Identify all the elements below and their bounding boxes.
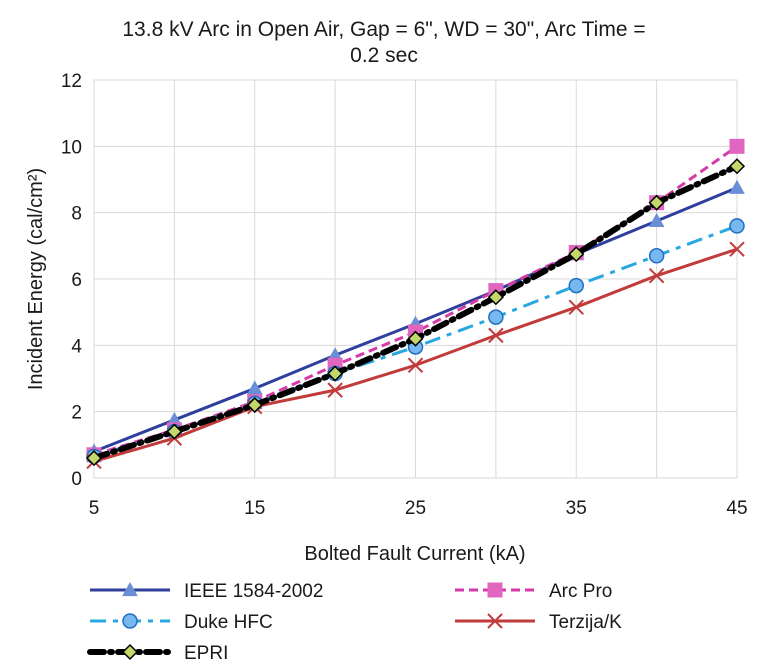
data-point	[327, 382, 343, 398]
legend-marker	[487, 582, 503, 598]
y-tick-label: 12	[61, 71, 82, 92]
data-point	[729, 179, 745, 194]
y-tick-label: 6	[71, 270, 82, 291]
legend-label: IEEE 1584-2002	[184, 581, 323, 602]
x-axis-label: Bolted Fault Current (kA)	[304, 543, 525, 565]
data-point	[729, 241, 745, 257]
x-tick-label: 45	[726, 498, 747, 519]
gridlines	[93, 79, 738, 479]
axis-ticks: 0 2 4 6 8 10 12 5 15 25 35 45	[61, 71, 748, 519]
y-tick-label: 4	[71, 336, 82, 357]
legend-label: Arc Pro	[549, 581, 612, 602]
legend: IEEE 1584-2002 Arc Pro Duke HFC Terzija/K EP…	[87, 581, 622, 664]
data-point	[648, 194, 665, 211]
data-point	[729, 138, 745, 154]
data-point	[648, 212, 665, 228]
data-point	[327, 365, 344, 382]
legend-label: Duke HFC	[184, 612, 273, 633]
chart-title-line-2: 0.2 sec	[350, 44, 418, 67]
legend-entry: EPRI	[87, 643, 228, 664]
chart-title-line-1: 13.8 kV Arc in Open Air, Gap = 6", WD = …	[122, 18, 646, 41]
legend-marker	[122, 613, 138, 629]
data-point	[568, 277, 584, 294]
data-point	[648, 248, 665, 264]
x-tick-label: 5	[89, 498, 100, 519]
legend-label: EPRI	[184, 643, 228, 664]
y-tick-label: 0	[71, 469, 82, 490]
y-tick-label: 8	[71, 204, 82, 225]
x-tick-label: 35	[566, 498, 587, 519]
series-group	[85, 138, 746, 470]
y-tick-label: 10	[61, 137, 82, 158]
data-point	[728, 158, 746, 175]
legend-marker	[122, 581, 138, 597]
series-4	[85, 158, 746, 467]
x-tick-label: 15	[244, 498, 265, 519]
y-tick-label: 2	[71, 403, 82, 424]
data-point	[166, 423, 183, 440]
data-point	[487, 289, 504, 306]
data-point	[246, 380, 263, 395]
data-point	[488, 309, 504, 325]
data-point	[648, 267, 665, 284]
legend-marker	[487, 613, 503, 629]
y-axis-label: Incident Energy (cal/cm²)	[25, 168, 47, 390]
legend-entry: IEEE 1584-2002	[90, 581, 323, 602]
plot-area-border	[93, 79, 738, 479]
data-point	[488, 327, 504, 344]
data-point	[407, 357, 424, 373]
data-point	[568, 246, 585, 263]
data-point	[729, 218, 745, 234]
legend-marker	[121, 643, 139, 661]
legend-label: Terzija/K	[549, 612, 622, 633]
legend-entry: Arc Pro	[455, 581, 612, 602]
legend-entry: Terzija/K	[455, 612, 622, 633]
data-point	[407, 330, 424, 347]
x-tick-label: 25	[405, 498, 426, 519]
data-point	[568, 299, 584, 315]
legend-entry: Duke HFC	[90, 612, 273, 633]
data-point	[246, 396, 263, 414]
data-point	[85, 450, 103, 467]
